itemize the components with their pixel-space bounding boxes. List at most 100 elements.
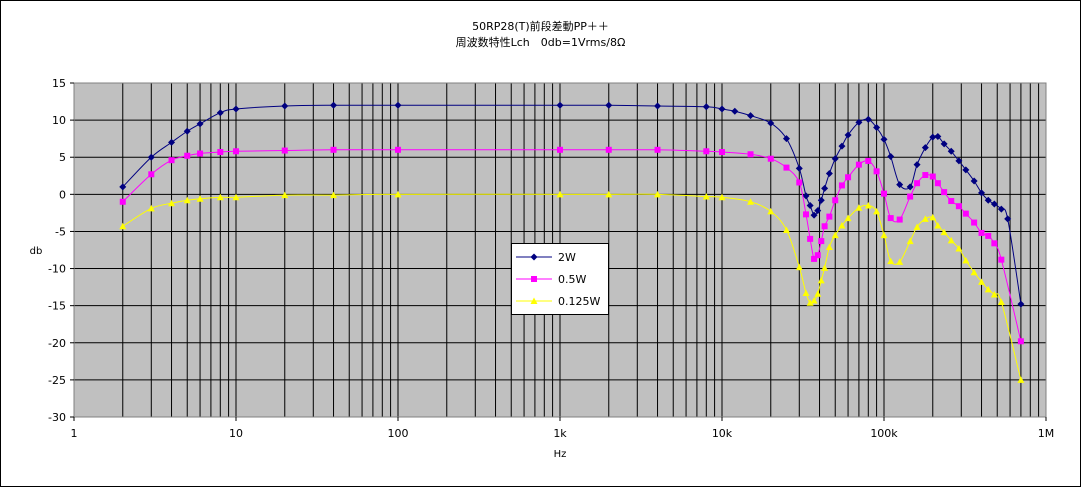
data-point-0.5W <box>941 189 948 196</box>
data-point-2W <box>970 177 978 185</box>
data-point-2W <box>940 140 948 148</box>
legend-label: 2W <box>558 251 576 264</box>
data-point-0.125W <box>394 190 402 198</box>
data-point-0.125W <box>906 237 914 245</box>
data-point-0.5W <box>962 210 969 217</box>
data-point-0.125W <box>970 268 978 276</box>
data-point-0.125W <box>838 222 846 229</box>
data-point-0.5W <box>907 193 914 200</box>
data-point-0.125W <box>821 264 829 271</box>
data-point-2W <box>880 135 888 143</box>
data-point-0.125W <box>795 263 803 271</box>
legend-item: 0.125W <box>512 294 608 310</box>
data-point-0.5W <box>796 179 803 186</box>
chart-title: 50RP28(T)前段差動PP＋＋ <box>472 20 609 33</box>
data-point-2W <box>838 142 846 150</box>
data-point-0.5W <box>605 146 612 153</box>
data-point-2W <box>119 183 127 191</box>
data-point-0.5W <box>168 157 175 164</box>
chart-subtitle: 周波数特性Lch 0db=1Vrms/8Ω <box>455 36 626 49</box>
data-point-2W <box>887 152 895 160</box>
data-point-0.125W <box>767 207 775 215</box>
data-point-2W <box>330 101 338 109</box>
data-point-2W <box>906 183 914 191</box>
data-point-0.125W <box>654 190 662 198</box>
data-point-2W <box>896 181 904 189</box>
data-point-2W <box>810 211 818 219</box>
data-point-0.5W <box>832 197 839 204</box>
x-tick-label: 10k <box>712 427 733 440</box>
data-point-0.125W <box>718 193 726 201</box>
data-point-0.5W <box>217 149 224 156</box>
data-point-2W <box>232 105 240 113</box>
data-point-0.125W <box>934 222 942 229</box>
data-point-0.5W <box>922 172 929 179</box>
data-point-0.5W <box>148 171 155 178</box>
data-point-2W <box>821 184 829 192</box>
x-tick-label: 1 <box>71 427 78 440</box>
data-point-2W <box>196 120 204 128</box>
data-point-0.125W <box>196 195 204 202</box>
data-point-0.125W <box>810 296 818 304</box>
data-point-0.5W <box>873 168 880 175</box>
data-point-0.125W <box>747 198 755 205</box>
legend-item: 0.5W <box>512 272 608 288</box>
data-point-0.125W <box>855 204 863 211</box>
data-point-0.125W <box>887 257 895 265</box>
data-point-0.5W <box>719 149 725 156</box>
y-tick-label: -20 <box>48 337 66 350</box>
data-point-0.5W <box>971 219 978 226</box>
data-point-2W <box>731 107 739 115</box>
data-point-2W <box>605 101 613 109</box>
data-point-0.5W <box>281 147 288 154</box>
data-point-0.125W <box>330 191 338 199</box>
data-point-2W <box>795 164 803 172</box>
data-point-2W <box>147 153 155 161</box>
data-point-2W <box>921 144 929 152</box>
data-point-0.125W <box>978 278 986 285</box>
data-point-0.5W <box>821 223 828 230</box>
data-point-0.125W <box>605 190 613 198</box>
data-point-0.125W <box>947 236 955 244</box>
y-tick-label: 0 <box>59 188 66 201</box>
data-point-2W <box>817 196 825 204</box>
data-point-0.5W <box>838 182 845 189</box>
legend-label: 0.125W <box>558 295 601 308</box>
data-point-0.125W <box>556 190 564 198</box>
data-point-0.125W <box>814 290 822 297</box>
data-point-0.125W <box>940 228 948 236</box>
data-point-0.125W <box>921 215 929 222</box>
data-point-0.5W <box>948 198 955 205</box>
data-point-0.125W <box>896 258 904 265</box>
data-point-2W <box>984 196 992 204</box>
legend: 2W 0.5W 0.125W <box>511 243 609 315</box>
data-point-0.125W <box>119 222 127 230</box>
data-point-0.125W <box>997 298 1005 305</box>
y-tick-label: -30 <box>48 411 66 424</box>
data-point-2W <box>183 127 191 135</box>
data-point-2W <box>767 119 775 127</box>
data-point-2W <box>814 207 822 215</box>
data-point-0.125W <box>864 201 872 209</box>
data-point-0.5W <box>783 164 790 171</box>
data-point-2W <box>955 157 963 165</box>
data-point-2W <box>394 101 402 109</box>
data-point-0.125W <box>806 299 814 306</box>
data-point-0.125W <box>844 214 852 222</box>
data-point-0.5W <box>747 151 754 158</box>
data-point-0.5W <box>818 238 825 245</box>
data-point-0.125W <box>955 245 963 252</box>
data-point-2W <box>281 102 289 110</box>
data-point-2W <box>747 112 755 120</box>
data-point-2W <box>962 166 970 174</box>
data-point-0.5W <box>955 203 962 210</box>
x-axis-title: Hz <box>554 449 567 460</box>
data-point-2W <box>802 192 810 200</box>
data-point-2W <box>929 133 937 141</box>
data-point-0.5W <box>826 213 833 220</box>
data-point-0.5W <box>865 157 872 164</box>
data-point-0.5W <box>845 174 852 181</box>
data-point-0.125W <box>984 285 992 293</box>
x-tick-label: 1M <box>1038 427 1055 440</box>
legend-swatch <box>516 297 552 304</box>
